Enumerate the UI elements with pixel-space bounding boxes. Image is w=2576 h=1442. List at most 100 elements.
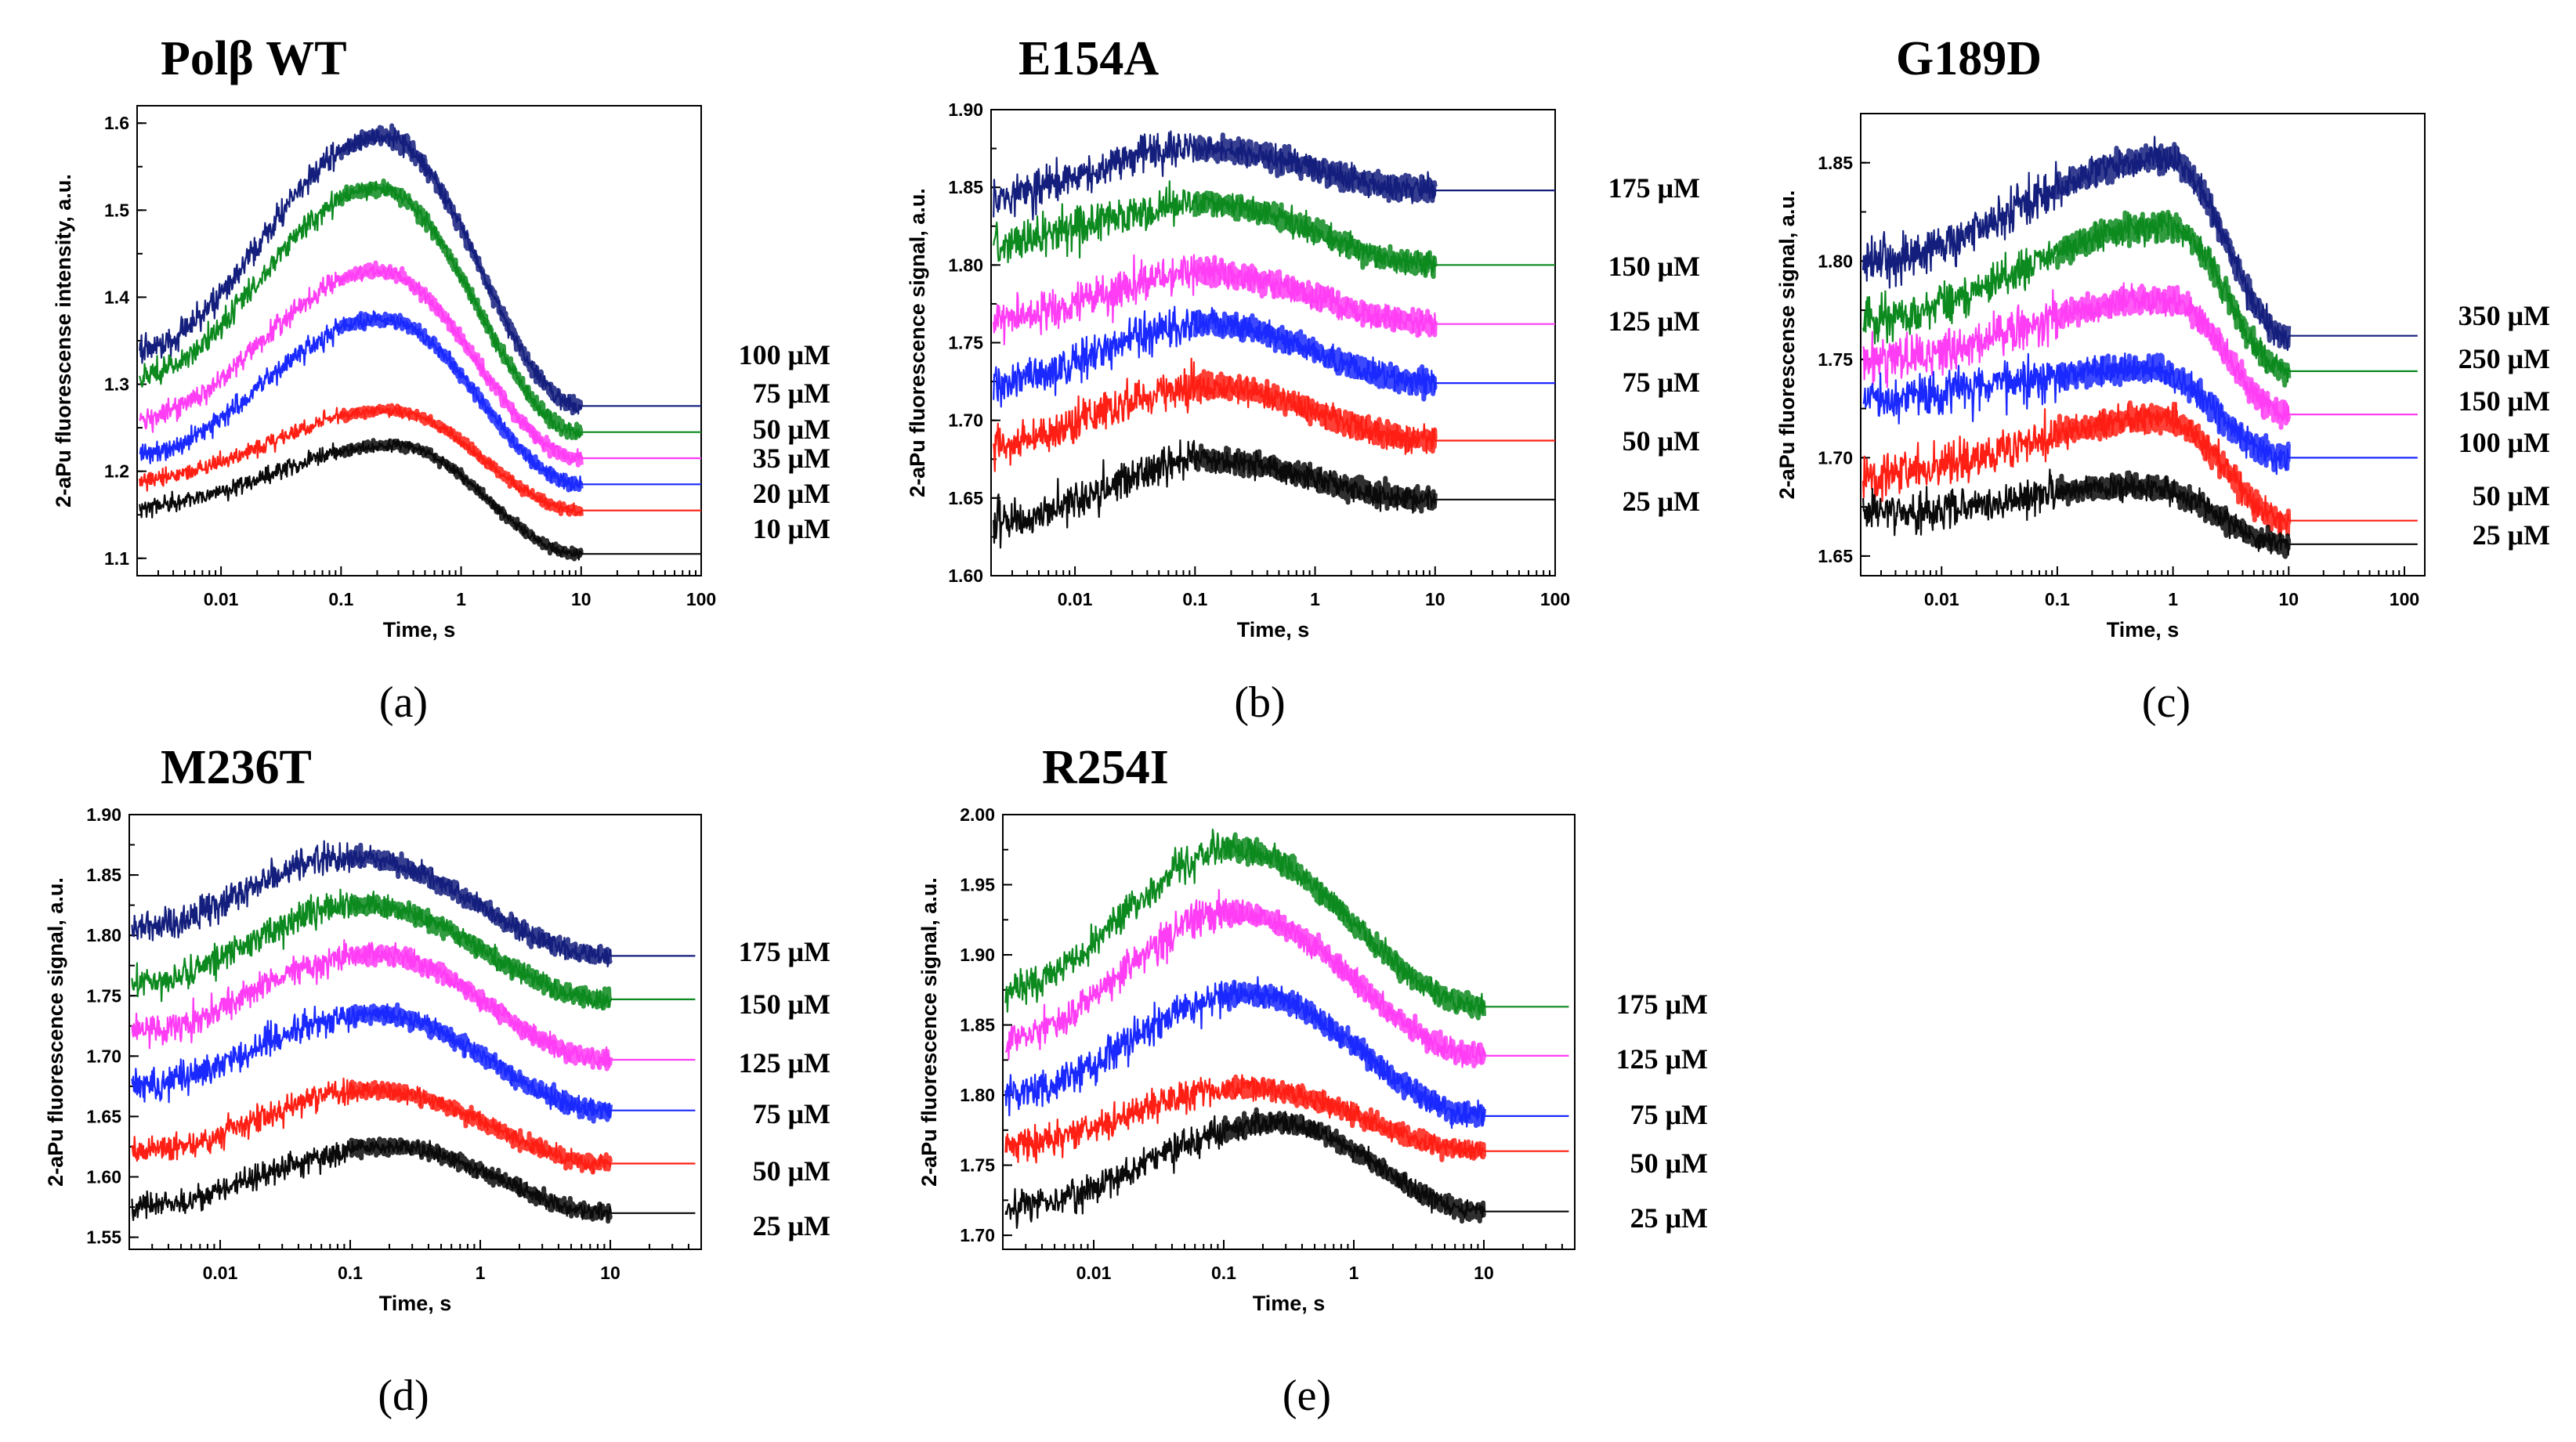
series-trace-50-μM xyxy=(1862,402,2419,539)
x-tick-label: 10 xyxy=(600,1263,620,1283)
x-tick-label: 10 xyxy=(571,589,592,609)
chart-panel-5: R254I 0.01 0.1 1 10 1.70 1.75 1.80 1.85 1.90 1.95 2… xyxy=(917,741,1708,1420)
series-band xyxy=(1221,1074,1486,1162)
y-tick-label: 1.90 xyxy=(948,99,983,120)
y-axis-title: 2-aPu fluorescense signal, a.u. xyxy=(1775,190,1799,500)
x-axis-title: Time, s xyxy=(379,1292,452,1315)
legend-label: 350 μM xyxy=(2458,300,2550,331)
y-tick-label: 1.75 xyxy=(960,1155,995,1176)
series-band xyxy=(348,1079,613,1175)
legend-label: 25 μM xyxy=(1623,486,1700,517)
series-band xyxy=(2054,352,2291,472)
panel-title: Polβ WT xyxy=(161,32,347,85)
x-tick-label: 1 xyxy=(1349,1263,1359,1283)
x-tick-label: 10 xyxy=(1474,1263,1494,1283)
legend-label: 150 μM xyxy=(739,988,830,1020)
series-band xyxy=(2054,209,2292,388)
panel-letter: (e) xyxy=(1283,1372,1331,1420)
legend-label: 100 μM xyxy=(2458,427,2550,458)
series-band xyxy=(2054,470,2292,559)
series-band xyxy=(1192,443,1438,514)
panel-letter: (c) xyxy=(2142,678,2191,727)
legend-label: 50 μM xyxy=(1623,425,1700,457)
panel-title: R254I xyxy=(1042,741,1169,794)
x-axis-title: Time, s xyxy=(2107,618,2180,641)
x-axis-title: Time, s xyxy=(1253,1292,1326,1315)
y-tick-label: 1.85 xyxy=(960,1015,995,1035)
y-tick-label: 1.95 xyxy=(960,875,995,895)
series-band xyxy=(2054,284,2292,430)
chart-panel-2: E154A 0.01 0.1 1 10 100 1.60 1.65 1.70 1.75 1.80 1.… xyxy=(906,32,1700,727)
y-tick-label: 1.80 xyxy=(86,925,121,945)
x-tick-label: 10 xyxy=(2279,589,2299,609)
panel-title: E154A xyxy=(1018,32,1159,85)
x-tick-label: 1 xyxy=(1310,589,1320,609)
series-band xyxy=(348,1137,613,1224)
y-tick-label: 1.85 xyxy=(948,177,983,197)
y-tick-label: 1.6 xyxy=(104,113,129,133)
series-band xyxy=(1192,132,1438,204)
series-band xyxy=(1221,979,1486,1128)
y-tick-label: 1.80 xyxy=(960,1085,995,1105)
panel-title: M236T xyxy=(161,741,312,794)
x-tick-label: 0.01 xyxy=(1058,589,1093,609)
y-tick-label: 1.65 xyxy=(1818,546,1853,566)
plot-frame xyxy=(136,105,702,576)
series-band xyxy=(348,1002,613,1124)
legend-label: 35 μM xyxy=(753,443,830,474)
legend-label: 150 μM xyxy=(1608,251,1700,282)
chart-panel-3: G189D 0.01 0.1 1 10 100 1.65 1.70 1.75 1.80 1.85 Ti… xyxy=(1775,32,2550,727)
series-trace-350-μM xyxy=(1862,136,2419,352)
legend-label: 100 μM xyxy=(739,339,830,370)
y-tick-label: 1.80 xyxy=(1818,251,1853,271)
legend-label: 175 μM xyxy=(1608,172,1700,204)
legend-label: 75 μM xyxy=(753,378,830,409)
series-band xyxy=(1192,309,1438,402)
y-tick-label: 1.1 xyxy=(104,548,129,569)
legend-label: 75 μM xyxy=(1630,1099,1708,1130)
series-band xyxy=(1221,832,1486,1021)
x-tick-label: 0.1 xyxy=(2045,589,2070,609)
y-tick-label: 1.70 xyxy=(1818,447,1853,468)
series-trace-50-μM xyxy=(993,357,1556,472)
y-tick-label: 1.3 xyxy=(104,374,129,395)
x-tick-label: 0.01 xyxy=(1076,1263,1112,1283)
legend-label: 75 μM xyxy=(753,1098,830,1129)
y-tick-label: 1.65 xyxy=(86,1106,121,1126)
legend-label: 10 μM xyxy=(753,513,830,544)
x-tick-label: 0.1 xyxy=(338,1263,363,1283)
x-axis-title: Time, s xyxy=(1237,618,1310,641)
series-band xyxy=(338,260,584,468)
y-tick-label: 1.70 xyxy=(86,1046,121,1066)
chart-panel-4: M236T 0.01 0.1 1 10 1.55 1.60 1.65 1.70 1.75 1.80 1… xyxy=(44,741,830,1420)
legend-label: 75 μM xyxy=(1623,367,1700,398)
x-tick-label: 0.1 xyxy=(1182,589,1207,609)
series-band xyxy=(338,178,584,440)
panel-letter: (d) xyxy=(378,1372,429,1420)
y-tick-label: 1.75 xyxy=(948,333,983,353)
y-tick-label: 1.65 xyxy=(948,488,983,508)
y-tick-label: 1.4 xyxy=(104,287,129,307)
series-band xyxy=(1221,899,1486,1068)
x-tick-label: 100 xyxy=(686,589,716,609)
y-tick-label: 2.00 xyxy=(960,804,995,825)
plot-frame xyxy=(1860,113,2426,576)
series-trace-125-μM xyxy=(1004,889,1569,1068)
y-axis-title: 2-aPu fluorescence signal, a.u. xyxy=(917,877,941,1187)
series-trace-150-μM xyxy=(993,180,1556,276)
legend-label: 20 μM xyxy=(753,478,830,509)
panel-letter: (b) xyxy=(1234,678,1285,727)
chart-panel-1: Polβ WT 0.01 0.1 1 10 100 1.1 1.2 1.3 1.4 1.5 1.6 Ti… xyxy=(52,32,830,727)
x-tick-label: 1 xyxy=(2168,589,2178,609)
series-band xyxy=(2054,142,2292,349)
legend-label: 50 μM xyxy=(753,414,830,445)
legend-label: 125 μM xyxy=(1616,1043,1708,1075)
legend-label: 150 μM xyxy=(2458,385,2550,417)
legend-label: 175 μM xyxy=(1616,988,1708,1020)
x-tick-label: 1 xyxy=(476,1263,486,1283)
x-tick-label: 100 xyxy=(1540,589,1570,609)
series-band xyxy=(338,311,584,493)
series-band xyxy=(1192,255,1438,338)
y-tick-label: 1.90 xyxy=(960,945,995,965)
